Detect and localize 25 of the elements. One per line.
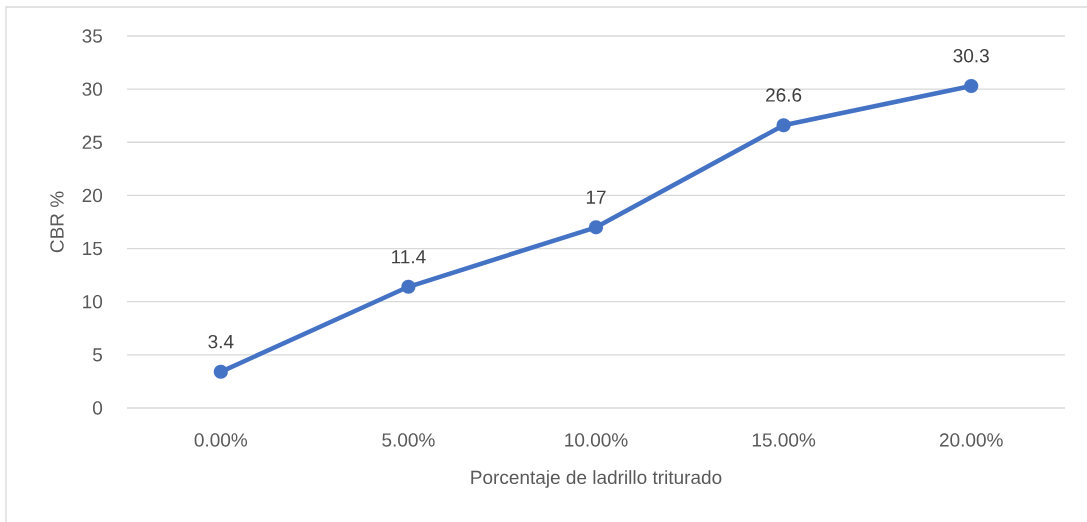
point — [964, 78, 979, 93]
point — [776, 118, 791, 133]
y-tick-label: 25 — [82, 135, 103, 149]
point — [588, 220, 604, 235]
data-label: 30.3 — [953, 48, 989, 63]
point — [213, 364, 228, 379]
data-label: 3.4 — [208, 334, 234, 349]
x-tick-label: 0.00% — [194, 433, 248, 447]
y-tick-label: 0 — [92, 401, 103, 415]
x-tick-label: 10.00% — [565, 433, 628, 447]
y-tick-label: 5 — [93, 348, 103, 362]
point — [401, 279, 416, 294]
x-tick-label: 5.00% — [382, 433, 435, 447]
data-label: 11.4 — [392, 250, 426, 264]
y-tick-label: 35 — [82, 29, 103, 43]
data-label: 17 — [586, 190, 606, 204]
y-tick-label: 20 — [82, 188, 103, 203]
y-tick-label: 10 — [83, 294, 103, 309]
y-tick-label: 30 — [82, 82, 103, 96]
data-label: 26.6 — [766, 88, 802, 102]
x-axis-title: Porcentaje de ladrillo triturado — [471, 470, 722, 488]
y-axis-title: CBR % — [50, 191, 64, 253]
x-tick-label: 20.00% — [939, 433, 1003, 447]
y-tick-label: 15 — [83, 241, 103, 256]
x-tick-label: 15.00% — [752, 433, 816, 447]
